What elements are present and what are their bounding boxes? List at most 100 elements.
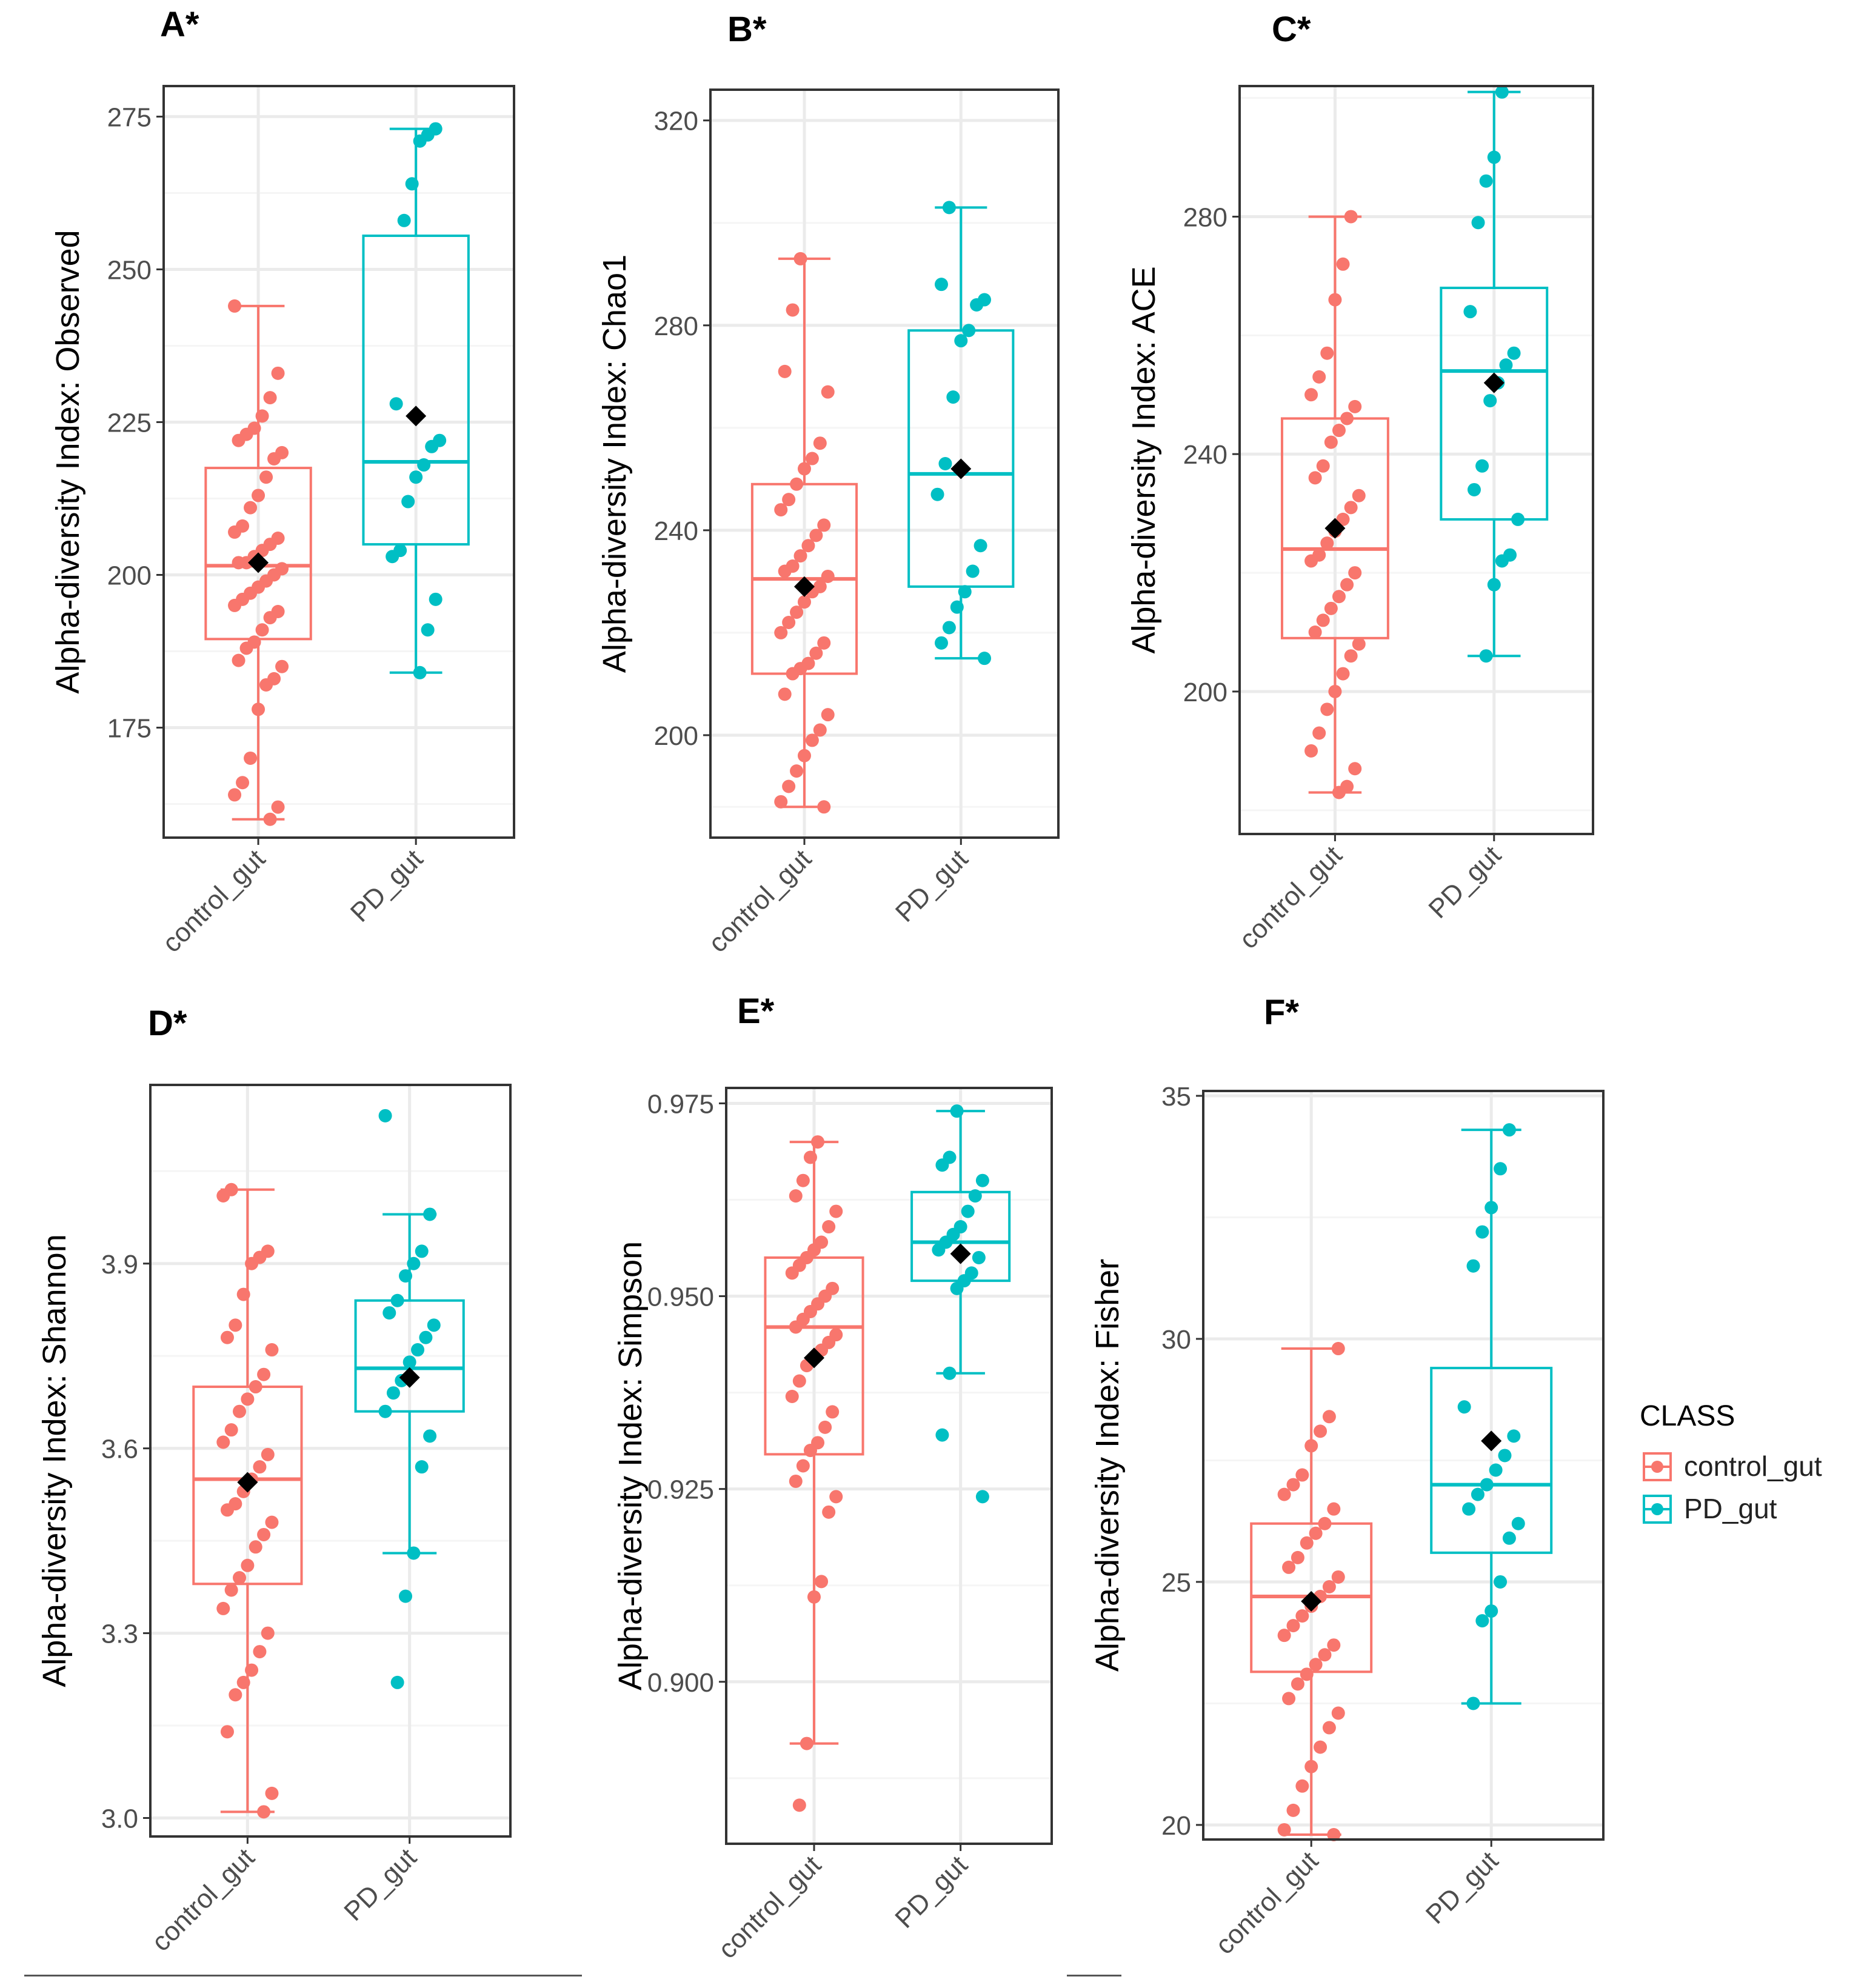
data-point (1318, 1648, 1332, 1662)
data-point (263, 611, 277, 625)
data-point (1327, 1502, 1341, 1516)
y-tick-label: 30 (1161, 1325, 1191, 1355)
data-point (1471, 1487, 1485, 1501)
data-point (398, 1269, 412, 1283)
data-point (1462, 1502, 1476, 1516)
data-point (411, 1343, 425, 1357)
x-tick-label: control_gut (712, 1850, 827, 1964)
data-point (389, 397, 403, 411)
data-point (421, 623, 435, 637)
mean-marker (399, 1367, 420, 1388)
data-point (241, 1558, 255, 1572)
data-point (401, 495, 415, 509)
x-tick-label: PD_gut (890, 844, 974, 927)
x-tick-label: PD_gut (1420, 1846, 1504, 1929)
data-point (934, 278, 948, 292)
data-point (427, 1318, 441, 1332)
data-point (1483, 394, 1497, 408)
data-point (228, 788, 242, 802)
data-point (1352, 637, 1366, 651)
data-point (774, 503, 788, 517)
x-tick-label: PD_gut (338, 1843, 422, 1926)
data-point (1502, 1531, 1516, 1545)
data-point (818, 1420, 832, 1434)
data-point (1480, 1478, 1494, 1492)
data-point (1507, 1429, 1521, 1443)
data-point (821, 708, 835, 722)
data-point (805, 452, 819, 465)
data-point (255, 409, 269, 423)
data-point (1348, 566, 1362, 580)
x-tick-label: PD_gut (1423, 840, 1506, 924)
data-point (821, 569, 835, 583)
data-point (1344, 649, 1358, 663)
data-point (245, 1663, 259, 1677)
legend-key-control_gut: control_gut (1643, 1450, 1822, 1482)
data-point (382, 1306, 396, 1320)
data-point (1487, 150, 1501, 164)
data-point (1331, 1342, 1345, 1356)
data-point (968, 1189, 982, 1203)
panel-label: C* (1272, 10, 1311, 49)
data-point (1304, 1439, 1318, 1453)
data-point (1322, 1579, 1336, 1593)
x-tick-label: control_gut (1234, 840, 1348, 955)
data-point (228, 598, 242, 612)
y-tick-label: 240 (1183, 440, 1227, 470)
chart-panel-f: 20 25 30 35 control_gut PD_gut Alpha-diversity… (1089, 993, 1605, 1960)
data-point (1498, 1449, 1512, 1463)
data-point (962, 324, 976, 338)
data-point (1308, 625, 1322, 639)
bottom-rule (24, 1975, 582, 1976)
data-point (829, 1490, 843, 1504)
data-point (950, 1104, 964, 1118)
y-tick-label: 200 (1183, 678, 1227, 707)
data-point (405, 177, 419, 191)
data-point (1494, 1575, 1508, 1589)
y-tick-label: 175 (107, 714, 152, 744)
data-point (239, 641, 253, 655)
data-point (259, 470, 273, 484)
data-point (1344, 501, 1358, 515)
data-point (1466, 1696, 1480, 1710)
legend-label: control_gut (1684, 1450, 1822, 1482)
data-point (232, 556, 245, 570)
data-point (1286, 1803, 1300, 1817)
panel-label: A* (160, 5, 199, 44)
data-point (785, 1389, 799, 1403)
y-tick-label: 3.9 (101, 1250, 138, 1279)
data-point (229, 1318, 242, 1332)
data-point (413, 134, 427, 148)
data-point (1340, 578, 1354, 592)
data-point (1309, 1526, 1323, 1540)
x-tick-label: control_gut (146, 1843, 261, 1957)
box-iqr (1430, 1367, 1553, 1554)
data-point (930, 487, 944, 501)
box-control_gut (764, 1135, 864, 1812)
box-iqr (1440, 286, 1549, 521)
data-point (1457, 1400, 1471, 1414)
data-point (263, 812, 277, 826)
data-point (782, 616, 796, 630)
data-point (1495, 85, 1509, 99)
y-tick-label: 3.3 (101, 1619, 138, 1649)
plot-background (710, 90, 1058, 838)
box-PD_gut (907, 201, 1015, 665)
data-point (829, 1204, 843, 1218)
data-point (253, 1645, 267, 1659)
panel-border (1238, 85, 1594, 835)
y-tick-label: 20 (1161, 1811, 1191, 1841)
mean-marker (950, 1243, 971, 1264)
data-point (253, 1460, 267, 1474)
data-point (815, 1575, 829, 1589)
panel-border (1202, 1090, 1605, 1841)
plot-background (150, 1085, 510, 1836)
data-point (271, 366, 285, 380)
data-point (1314, 1424, 1328, 1438)
data-point (970, 298, 984, 312)
data-point (793, 252, 807, 265)
data-point (807, 1590, 821, 1604)
data-point (782, 779, 796, 793)
data-point (1327, 1638, 1341, 1652)
